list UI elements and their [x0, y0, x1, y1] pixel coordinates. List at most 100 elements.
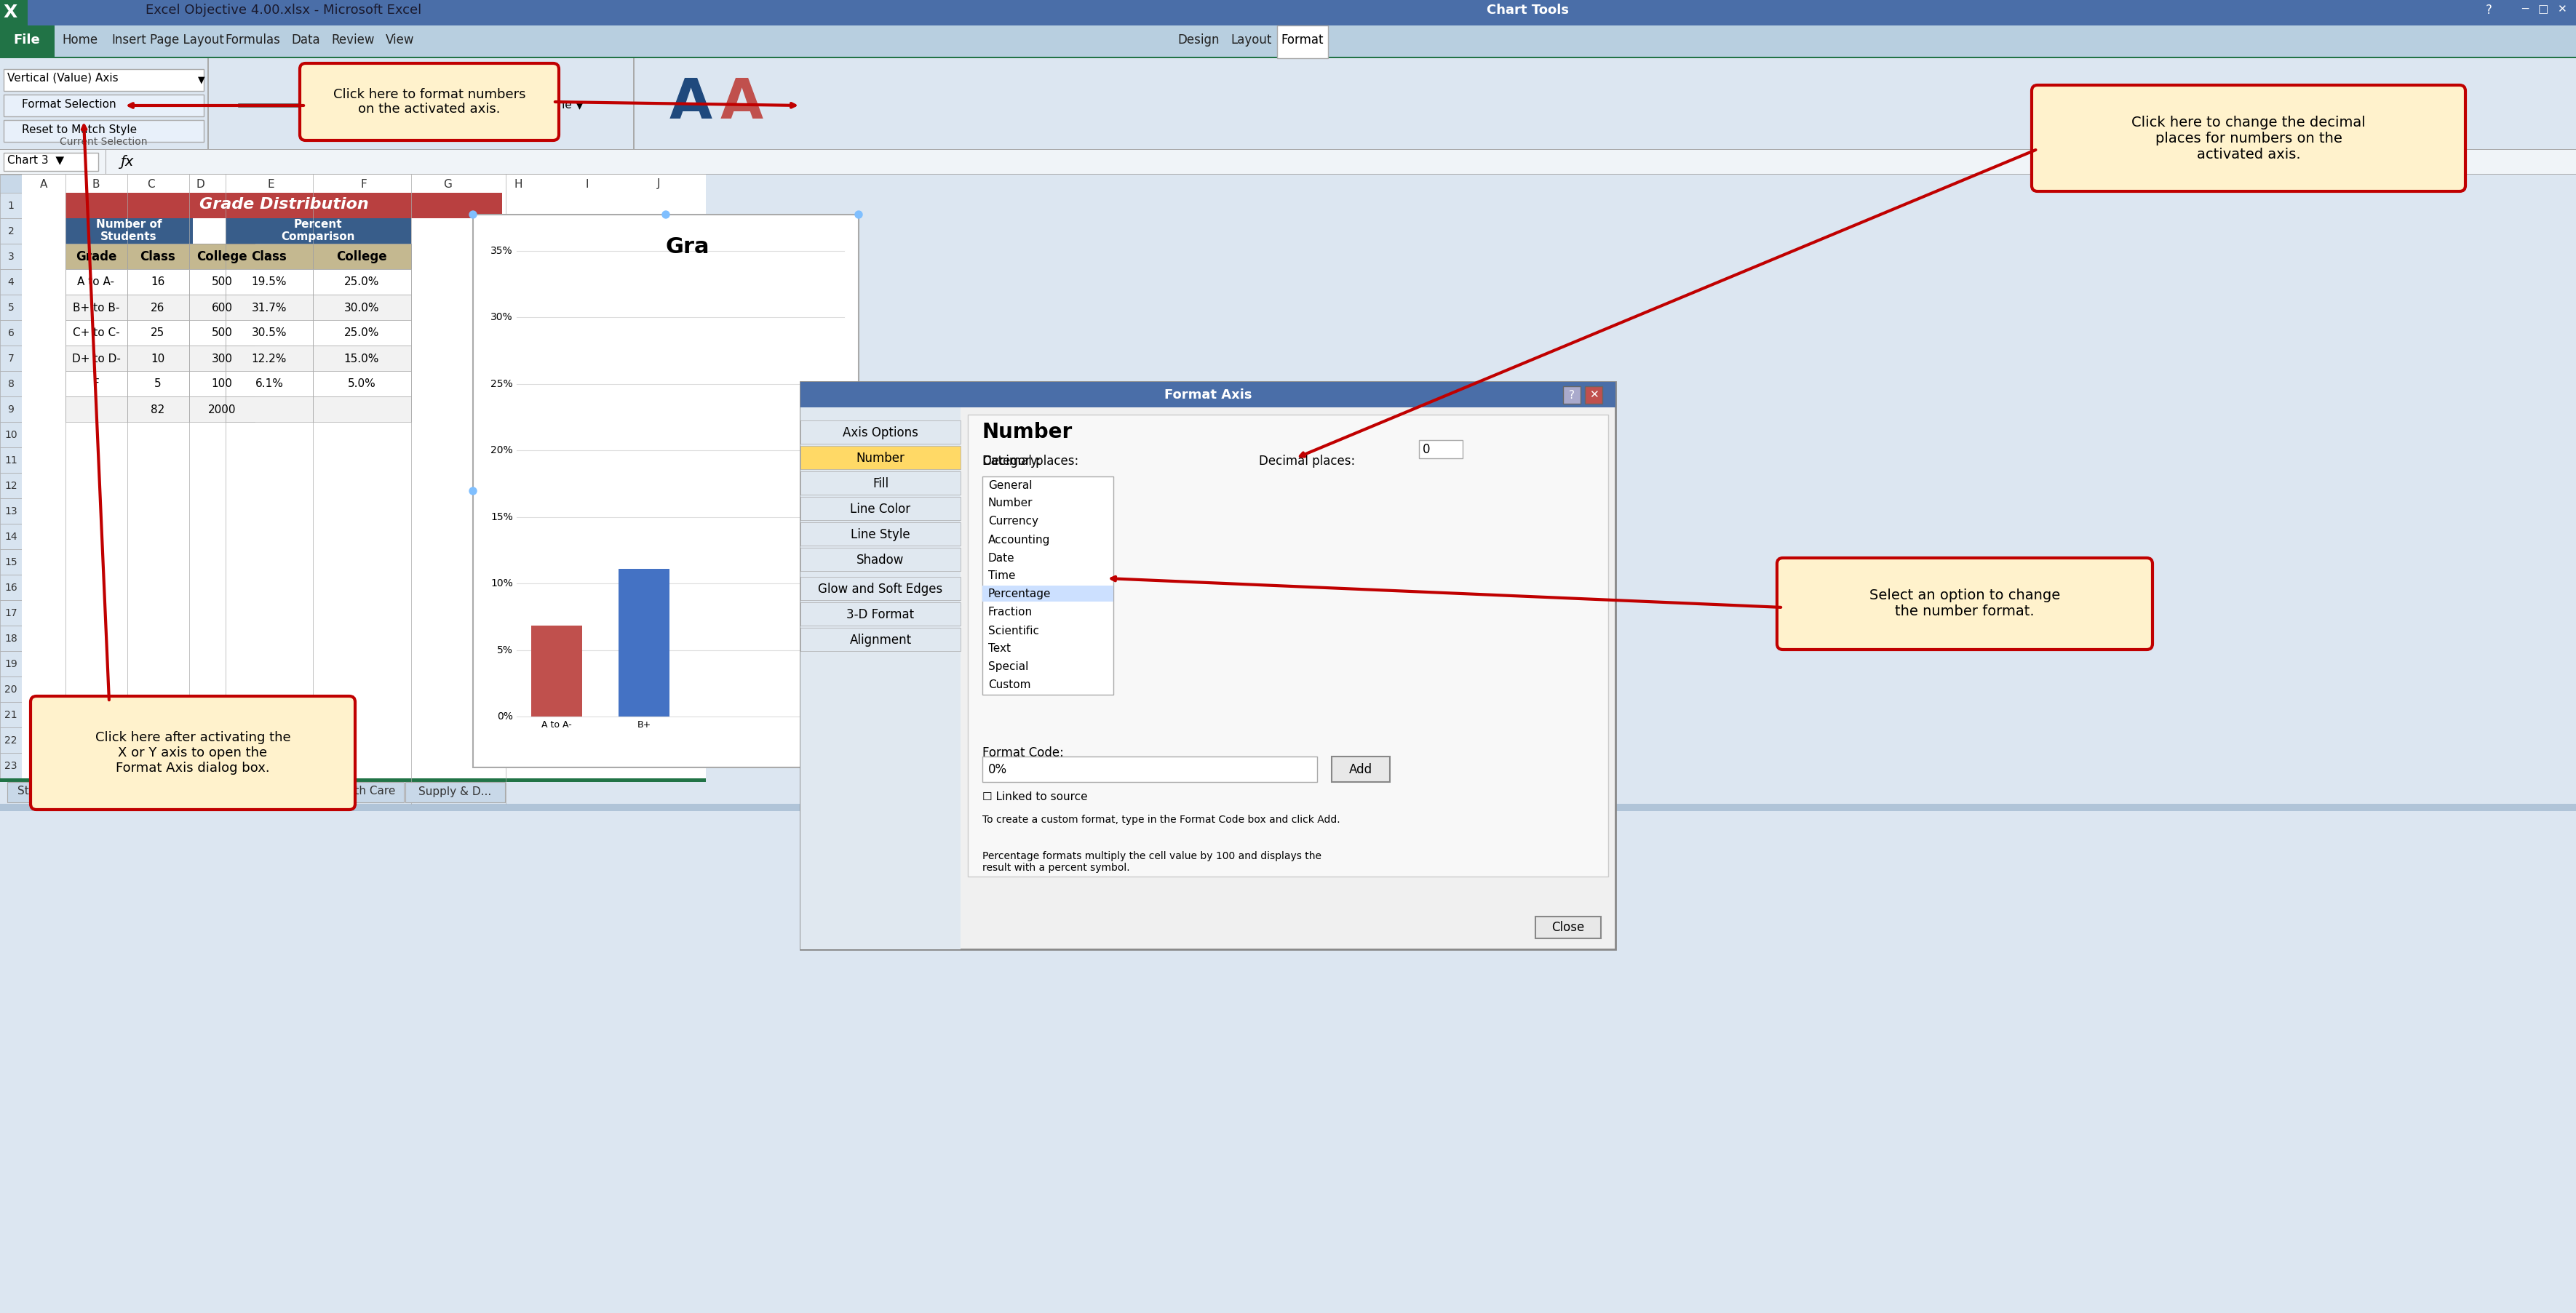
Text: Scientific: Scientific: [989, 625, 1038, 635]
FancyBboxPatch shape: [64, 372, 126, 397]
FancyBboxPatch shape: [621, 175, 696, 197]
FancyBboxPatch shape: [0, 218, 21, 244]
Text: E: E: [268, 179, 273, 189]
Text: Date: Date: [989, 553, 1015, 563]
FancyBboxPatch shape: [0, 779, 2576, 783]
Text: 25%: 25%: [489, 379, 513, 389]
FancyBboxPatch shape: [64, 175, 126, 197]
Text: Class: Class: [139, 251, 175, 264]
FancyBboxPatch shape: [801, 603, 961, 625]
Text: 3: 3: [8, 252, 13, 261]
Text: Format Code:: Format Code:: [981, 746, 1064, 759]
Text: 12.2%: 12.2%: [252, 353, 286, 364]
Text: □: □: [2537, 4, 2548, 14]
FancyBboxPatch shape: [412, 175, 484, 197]
Circle shape: [855, 487, 863, 495]
Text: Percentage formats multiply the cell value by 100 and displays the
result with a: Percentage formats multiply the cell val…: [981, 851, 1321, 873]
FancyBboxPatch shape: [188, 345, 255, 372]
FancyBboxPatch shape: [191, 780, 322, 804]
Text: Click here to format numbers
on the activated axis.: Click here to format numbers on the acti…: [332, 88, 526, 116]
Text: 5.0%: 5.0%: [348, 378, 376, 390]
FancyBboxPatch shape: [1564, 386, 1579, 403]
Text: Stock Trend: Stock Trend: [18, 786, 82, 797]
FancyBboxPatch shape: [0, 294, 21, 320]
Text: Axis Options: Axis Options: [842, 427, 917, 440]
FancyBboxPatch shape: [0, 244, 21, 269]
Text: 18: 18: [5, 634, 18, 643]
Text: Shadow: Shadow: [855, 554, 904, 567]
FancyBboxPatch shape: [0, 56, 2576, 58]
FancyBboxPatch shape: [0, 421, 21, 448]
FancyBboxPatch shape: [801, 523, 961, 546]
Text: H: H: [513, 179, 523, 189]
FancyBboxPatch shape: [31, 696, 355, 810]
FancyBboxPatch shape: [0, 676, 21, 702]
FancyBboxPatch shape: [126, 320, 188, 345]
FancyBboxPatch shape: [0, 524, 21, 549]
FancyBboxPatch shape: [3, 95, 204, 117]
FancyBboxPatch shape: [0, 0, 28, 25]
Text: 10%: 10%: [489, 579, 513, 588]
Text: 82: 82: [152, 404, 165, 415]
FancyBboxPatch shape: [3, 119, 204, 142]
Text: ☐ Linked to source: ☐ Linked to source: [981, 790, 1087, 802]
Text: B+ to B-: B+ to B-: [72, 302, 118, 314]
FancyBboxPatch shape: [1777, 558, 2151, 650]
Text: Reset to Match Style: Reset to Match Style: [21, 123, 137, 135]
FancyBboxPatch shape: [64, 218, 193, 244]
Text: Accounting: Accounting: [989, 534, 1051, 545]
Text: B+: B+: [636, 720, 652, 730]
FancyBboxPatch shape: [0, 499, 21, 524]
FancyBboxPatch shape: [21, 175, 64, 197]
FancyBboxPatch shape: [0, 804, 2576, 811]
FancyBboxPatch shape: [0, 651, 21, 676]
Text: 0: 0: [1422, 442, 1430, 456]
FancyBboxPatch shape: [1584, 386, 1602, 403]
FancyBboxPatch shape: [0, 625, 21, 651]
Text: X: X: [3, 4, 18, 21]
Text: Formulas: Formulas: [224, 33, 281, 46]
Text: 20: 20: [5, 684, 18, 695]
Text: Category:: Category:: [981, 454, 1041, 467]
Text: J: J: [657, 179, 659, 189]
Text: 10: 10: [152, 353, 165, 364]
Text: File: File: [13, 33, 41, 46]
Text: 23: 23: [5, 762, 18, 771]
Text: 17: 17: [5, 608, 18, 618]
FancyBboxPatch shape: [1278, 25, 1327, 58]
FancyBboxPatch shape: [64, 397, 126, 421]
FancyBboxPatch shape: [0, 269, 21, 294]
FancyBboxPatch shape: [64, 269, 126, 294]
FancyBboxPatch shape: [801, 382, 1615, 949]
Text: 19.5%: 19.5%: [252, 277, 286, 288]
FancyBboxPatch shape: [188, 244, 255, 269]
Text: Excel Objective 4.00.xlsx - Microsoft Excel: Excel Objective 4.00.xlsx - Microsoft Ex…: [144, 4, 422, 17]
FancyBboxPatch shape: [706, 175, 2576, 804]
FancyBboxPatch shape: [801, 548, 961, 571]
Text: 15%: 15%: [489, 512, 513, 523]
FancyBboxPatch shape: [175, 175, 227, 197]
Text: C: C: [147, 179, 155, 189]
Text: Decimal places:: Decimal places:: [1260, 454, 1355, 467]
FancyBboxPatch shape: [227, 294, 312, 320]
Text: Time: Time: [989, 571, 1015, 582]
FancyBboxPatch shape: [227, 175, 317, 197]
FancyBboxPatch shape: [0, 58, 2576, 150]
Text: 26: 26: [152, 302, 165, 314]
FancyBboxPatch shape: [0, 150, 2576, 175]
FancyBboxPatch shape: [312, 269, 412, 294]
FancyBboxPatch shape: [484, 175, 554, 197]
Circle shape: [469, 211, 477, 218]
FancyBboxPatch shape: [21, 175, 721, 804]
FancyBboxPatch shape: [981, 586, 1113, 601]
FancyBboxPatch shape: [0, 752, 21, 779]
Text: 🖌 Shape Fill ▼: 🖌 Shape Fill ▼: [479, 79, 556, 89]
FancyBboxPatch shape: [1535, 916, 1600, 939]
Text: Percentage: Percentage: [989, 588, 1051, 600]
Text: To create a custom format, type in the Format Code box and click Add.: To create a custom format, type in the F…: [981, 814, 1340, 825]
Text: Layout: Layout: [1231, 33, 1273, 46]
Text: 10: 10: [5, 429, 18, 440]
FancyBboxPatch shape: [2030, 85, 2465, 192]
Text: 13: 13: [5, 507, 18, 516]
Text: ✏ Shape Outline ▼: ✏ Shape Outline ▼: [479, 100, 585, 110]
